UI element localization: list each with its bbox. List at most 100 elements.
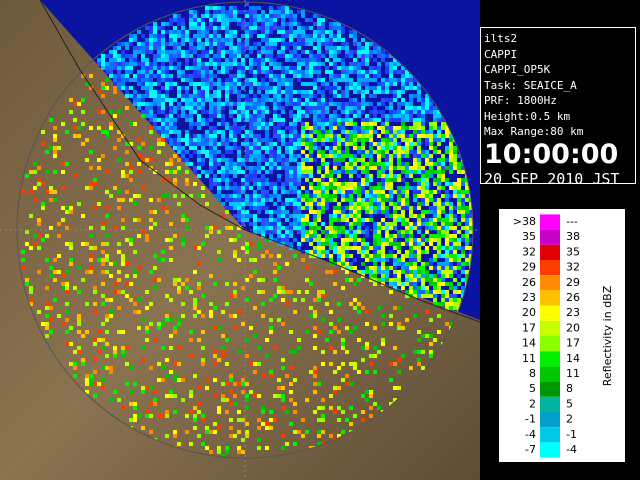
echo [93,338,97,342]
echo [393,278,397,282]
echo [217,90,221,94]
echo [429,290,433,294]
echo [333,350,337,354]
echo [341,206,345,210]
echo [213,62,217,66]
echo [237,70,241,74]
echo [301,298,305,302]
echo [229,106,233,110]
echo [337,254,341,258]
echo [65,130,69,134]
echo [197,98,201,102]
echo [185,54,189,58]
echo [157,50,161,54]
echo [29,286,33,290]
echo [393,202,397,206]
echo [329,50,333,54]
echo [149,38,153,42]
echo [385,234,389,238]
echo [277,134,281,138]
echo [105,170,109,174]
echo [157,322,161,326]
echo [237,54,241,58]
echo [293,310,297,314]
echo [277,114,281,118]
echo [233,14,237,18]
echo [189,194,193,198]
echo [53,134,57,138]
echo [341,362,345,366]
echo [433,206,437,210]
echo [305,66,309,70]
echo [401,270,405,274]
echo [269,154,273,158]
echo [133,78,137,82]
echo [365,190,369,194]
echo [349,170,353,174]
echo [425,174,429,178]
echo [353,130,357,134]
echo [341,194,345,198]
echo [393,190,397,194]
echo [437,254,441,258]
echo [337,122,341,126]
echo [209,142,213,146]
echo [117,58,121,62]
echo [401,254,405,258]
echo [129,298,133,302]
echo [309,66,313,70]
echo [317,30,321,34]
echo [401,130,405,134]
echo [429,102,433,106]
echo [401,202,405,206]
echo [261,50,265,54]
echo [189,118,193,122]
echo [425,190,429,194]
echo [221,310,225,314]
echo [281,358,285,362]
echo [361,58,365,62]
echo [181,30,185,34]
echo [177,290,181,294]
echo [365,46,369,50]
echo [437,234,441,238]
echo [269,226,273,230]
echo [201,314,205,318]
echo [133,38,137,42]
echo [389,102,393,106]
echo [369,202,373,206]
echo [261,146,265,150]
echo [353,186,357,190]
echo [365,86,369,90]
echo [253,182,257,186]
echo [389,154,393,158]
echo [169,38,173,42]
echo [369,214,373,218]
echo [41,206,45,210]
echo [445,146,449,150]
echo [417,202,421,206]
echo [321,350,325,354]
echo [305,58,309,62]
echo [145,70,149,74]
echo [149,94,153,98]
echo [133,302,137,306]
echo [365,58,369,62]
echo [241,438,245,442]
echo [437,290,441,294]
echo [337,162,341,166]
echo [161,106,165,110]
echo [97,158,101,162]
echo [377,238,381,242]
echo [209,310,213,314]
echo [329,186,333,190]
echo [265,82,269,86]
echo [37,234,41,238]
echo [313,146,317,150]
echo [349,226,353,230]
echo [297,66,301,70]
echo [209,86,213,90]
echo [397,190,401,194]
echo [61,122,65,126]
echo [353,30,357,34]
